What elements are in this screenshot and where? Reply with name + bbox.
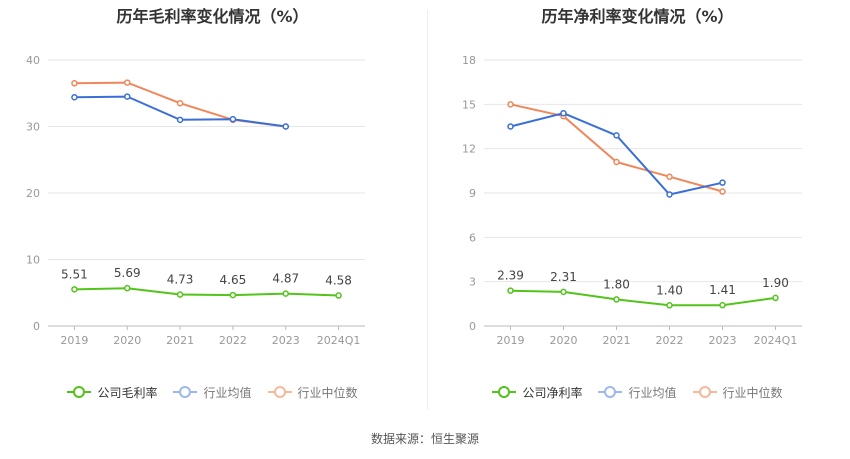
x-tick-label: 2023 (709, 334, 737, 347)
data-point-company (666, 302, 673, 309)
x-tick-label: 2019 (497, 334, 525, 347)
legend-label: 行业均值 (628, 385, 677, 400)
gross-margin-chart: 历年毛利率变化情况（%） 0 10 20 30 40 2019 2020 2021 2022 20… (0, 0, 425, 420)
x-tick-label: 2020 (550, 334, 578, 347)
data-point-company (613, 296, 620, 303)
data-point-median (176, 99, 184, 107)
data-point-company (772, 294, 779, 302)
data-label: 1.80 (603, 277, 630, 291)
data-point-company (229, 291, 237, 299)
data-point-median (666, 173, 673, 180)
data-point-median (613, 158, 620, 166)
legend-median-icon (267, 386, 292, 398)
x-tick-label: 2023 (272, 334, 300, 347)
data-point-company (282, 290, 289, 297)
net-margin-plot: 0 3 6 9 12 15 18 2019 2020 2021 2022 2023 2024Q1 2.39… (462, 54, 802, 347)
legend-item-company[interactable]: 公司毛利率 (67, 384, 157, 401)
data-label: 4.65 (220, 273, 247, 287)
data-point-average (666, 191, 673, 198)
data-label: 4.58 (325, 274, 352, 288)
data-point-median (124, 79, 131, 86)
data-label: 5.51 (61, 267, 88, 281)
series-line-median (510, 103, 723, 193)
data-point-company (560, 288, 567, 296)
legend-company-icon (67, 386, 92, 398)
data-label: 4.73 (167, 273, 194, 287)
y-tick-label: 6 (469, 231, 476, 244)
legend-label: 公司净利率 (522, 385, 583, 400)
data-point-company (176, 291, 184, 298)
legend-item-median[interactable]: 行业中位数 (692, 384, 783, 401)
y-tick-label: 40 (26, 54, 40, 67)
legend-median-icon (692, 386, 717, 398)
x-tick-label: 2020 (113, 334, 141, 347)
legend-label: 公司毛利率 (97, 385, 158, 400)
legend-item-average[interactable]: 行业均值 (598, 384, 677, 401)
chart-title: 历年毛利率变化情况（%） (116, 7, 309, 26)
data-label: 1.41 (709, 283, 736, 297)
data-label: 1.40 (656, 283, 683, 297)
gross-margin-plot: 0 10 20 30 40 2019 2020 2021 2022 2023 2024Q1 5.51 5… (26, 54, 365, 347)
legend: 公司毛利率 行业均值 行业中位数 (0, 382, 425, 402)
x-tick-label: 2019 (60, 334, 88, 347)
series-line-company (74, 287, 339, 297)
data-source: 数据来源：恒生聚源 (370, 432, 479, 446)
legend-label: 行业中位数 (297, 385, 358, 400)
y-tick-label: 9 (469, 187, 476, 200)
y-tick-label: 0 (469, 320, 476, 333)
data-label: 1.90 (762, 276, 789, 290)
data-point-average (719, 179, 726, 186)
legend-company-icon (492, 386, 517, 398)
y-tick-label: 0 (33, 320, 40, 333)
series-line-company (510, 289, 776, 307)
data-point-company (71, 286, 78, 293)
data-point-average (560, 109, 567, 117)
legend: 公司净利率 行业均值 行业中位数 (425, 382, 850, 402)
x-tick-label: 2024Q1 (754, 334, 798, 347)
panel-divider (427, 10, 428, 410)
data-point-average (613, 132, 620, 139)
data-point-average (229, 115, 237, 123)
legend-label: 行业中位数 (722, 385, 783, 400)
y-tick-label: 30 (26, 121, 40, 134)
y-tick-label: 20 (26, 187, 40, 200)
data-label: 2.39 (497, 269, 524, 283)
chart-title: 历年净利率变化情况（%） (541, 7, 734, 26)
data-label: 5.69 (114, 266, 141, 280)
legend-label: 行业均值 (203, 385, 252, 400)
net-margin-chart: 历年净利率变化情况（%） 0 3 6 9 12 15 18 2019 2020 2021 2022 2… (425, 0, 850, 420)
y-tick-label: 3 (469, 276, 476, 289)
data-point-median (507, 101, 514, 108)
y-tick-label: 18 (462, 54, 476, 67)
legend-item-median[interactable]: 行业中位数 (267, 384, 358, 401)
data-point-median (719, 188, 726, 195)
data-label: 2.31 (550, 270, 577, 284)
data-point-average (71, 93, 78, 101)
x-tick-label: 2022 (219, 334, 247, 347)
legend-average-icon (598, 386, 623, 398)
x-tick-label: 2024Q1 (317, 334, 361, 347)
data-point-company (719, 301, 726, 309)
data-point-company (124, 284, 131, 292)
data-point-company (507, 287, 514, 294)
x-tick-label: 2021 (166, 334, 194, 347)
legend-item-average[interactable]: 行业均值 (173, 384, 252, 401)
y-tick-label: 12 (462, 143, 476, 156)
data-point-average (507, 123, 514, 130)
data-point-average (176, 116, 184, 124)
data-label: 4.87 (272, 272, 299, 286)
x-tick-label: 2021 (603, 334, 631, 347)
y-tick-label: 15 (462, 98, 476, 111)
y-tick-label: 10 (26, 254, 40, 267)
data-point-company (335, 292, 342, 299)
legend-average-icon (173, 386, 198, 398)
data-point-average (124, 93, 131, 100)
data-point-average (282, 123, 289, 130)
x-tick-label: 2022 (656, 334, 684, 347)
data-point-median (71, 80, 78, 87)
legend-item-company[interactable]: 公司净利率 (492, 384, 582, 401)
